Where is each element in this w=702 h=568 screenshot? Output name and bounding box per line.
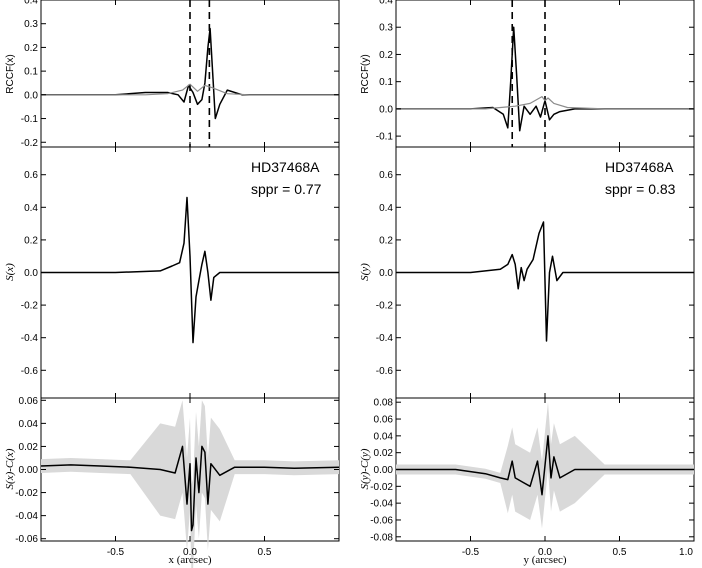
x-ticks: -0.5 0.0 0.5 1.0 (462, 398, 693, 558)
panel-s-y: 0.6 0.4 0.2 0.0 -0.2 -0.4 -0.6 S(y) HD37468A s… (359, 146, 695, 399)
x-tick-label: 0.5 (258, 547, 272, 558)
y-tick-label: 0.4 (379, 0, 393, 7)
y-axis-label: S(x) (4, 263, 16, 281)
y-tick-label: -0.02 (370, 482, 393, 493)
y-ticks: 0.08 0.06 0.04 0.02 0.00 -0.02 -0.04 -0.06 -0.08 (370, 398, 694, 543)
y-tick-label: 0.0 (379, 104, 393, 115)
series-lines (41, 27, 339, 120)
y-ticks: 0.6 0.4 0.2 0.0 -0.2 -0.4 -0.6 (21, 170, 339, 377)
x-tick-label: -0.5 (107, 547, 125, 558)
x-ticks (115, 147, 265, 398)
dashed-lines (189, 0, 211, 147)
y-tick-label: 0.4 (24, 0, 38, 7)
y-tick-label: -0.6 (376, 366, 394, 377)
y-tick-label: 0.0 (379, 268, 393, 279)
y-tick-label: -0.4 (376, 333, 394, 344)
y-tick-label: -0.04 (15, 511, 38, 522)
series-line-primary (41, 196, 339, 344)
y-tick-label: 0.04 (374, 431, 394, 442)
y-tick-label: 0.0 (24, 90, 38, 101)
x-ticks (470, 0, 620, 147)
x-ticks (470, 147, 620, 398)
x-axis-label: x (arcsec) (168, 554, 211, 566)
dashed-lines (511, 0, 546, 147)
y-tick-label: -0.04 (370, 499, 393, 510)
series-line-secondary (396, 95, 694, 110)
y-tick-label: -0.06 (15, 534, 38, 545)
series-line-secondary (41, 83, 339, 96)
y-ticks: 0.4 0.3 0.2 0.1 0.0 -0.1 -0.2 (21, 0, 339, 149)
y-axis-label: S(y)-C(y) (359, 448, 371, 489)
y-tick-label: 0.1 (379, 77, 393, 88)
series-lines (396, 26, 694, 132)
y-tick-label: -0.2 (21, 138, 39, 149)
target-name: HD37468A (251, 159, 320, 175)
y-axis-label: S(x)-C(x) (4, 448, 16, 489)
x-tick-label: 0.5 (613, 547, 627, 558)
series-line-primary (396, 221, 694, 342)
y-tick-label: 0.02 (19, 442, 39, 453)
y-tick-label: 0.2 (24, 43, 38, 54)
x-tick-label: 1.0 (679, 547, 693, 558)
series-lines (40, 445, 340, 532)
y-ticks: 0.4 0.3 0.2 0.1 0.0 -0.1 (376, 0, 694, 143)
y-tick-label: -0.2 (21, 301, 39, 312)
y-tick-label: 0.3 (379, 23, 393, 34)
series-lines (396, 435, 694, 496)
y-tick-label: -0.1 (21, 114, 39, 125)
y-tick-label: 0.00 (19, 465, 39, 476)
y-tick-label: 0.4 (24, 203, 38, 214)
y-tick-label: -0.08 (370, 532, 393, 543)
y-tick-label: -0.6 (21, 366, 39, 377)
y-ticks: 0.6 0.4 0.2 0.0 -0.2 -0.4 -0.6 (376, 170, 694, 377)
x-ticks (115, 0, 265, 147)
y-tick-label: -0.02 (15, 488, 38, 499)
y-tick-label: 0.08 (374, 398, 394, 409)
y-tick-label: 0.06 (19, 396, 39, 407)
y-tick-label: 0.6 (24, 170, 38, 181)
series-line-primary (396, 435, 694, 496)
panel-residual-y: 0.08 0.06 0.04 0.02 0.00 -0.02 -0.04 -0.06 -0.08… (359, 397, 695, 566)
series-lines (396, 221, 694, 342)
y-tick-label: 0.4 (379, 203, 393, 214)
y-tick-label: 0.2 (24, 235, 38, 246)
x-axis-label: y (arcsec) (523, 554, 566, 566)
y-tick-label: 0.06 (374, 415, 394, 426)
y-tick-label: 0.02 (374, 448, 394, 459)
y-tick-label: 0.6 (379, 170, 393, 181)
y-tick-label: -0.06 (370, 515, 393, 526)
y-tick-label: 0.2 (379, 50, 393, 61)
panel-s-x: 0.6 0.4 0.2 0.0 -0.2 -0.4 -0.6 S(x) HD37468A s… (4, 146, 340, 399)
series-line-primary (396, 26, 694, 132)
x-tick-label: -0.5 (462, 547, 480, 558)
y-axis-label: S(y) (359, 263, 371, 281)
y-tick-label: -0.4 (21, 333, 39, 344)
target-name: HD37468A (605, 159, 674, 175)
y-tick-label: 0.1 (24, 67, 38, 78)
y-axis-label: RCCF(x) (5, 54, 16, 93)
y-tick-label: 0.04 (19, 419, 39, 430)
sppr-value: sppr = 0.77 (251, 181, 322, 197)
series-lines (41, 196, 339, 344)
panel-residual-x: 0.06 0.04 0.02 0.00 -0.02 -0.04 -0.06 -0.5 0.0 0… (4, 396, 340, 568)
y-tick-label: 0.00 (374, 465, 394, 476)
y-tick-label: 0.2 (379, 235, 393, 246)
y-tick-label: -0.1 (376, 132, 394, 143)
x-tick-label: 0.0 (538, 547, 552, 558)
y-axis-label: RCCF(y) (360, 54, 371, 93)
y-tick-label: 0.3 (24, 19, 38, 30)
series-line-primary (40, 445, 340, 532)
sppr-value: sppr = 0.83 (605, 181, 676, 197)
y-tick-label: -0.2 (376, 301, 394, 312)
y-ticks: 0.06 0.04 0.02 0.00 -0.02 -0.04 -0.06 (15, 396, 339, 545)
x-tick-label: 0.0 (183, 547, 197, 558)
y-tick-label: 0.0 (24, 268, 38, 279)
panel-rccf-x: 0.4 0.3 0.2 0.1 0.0 -0.1 -0.2 RCCF(x) (5, 0, 340, 149)
x-ticks: -0.5 0.0 0.5 (107, 398, 272, 558)
